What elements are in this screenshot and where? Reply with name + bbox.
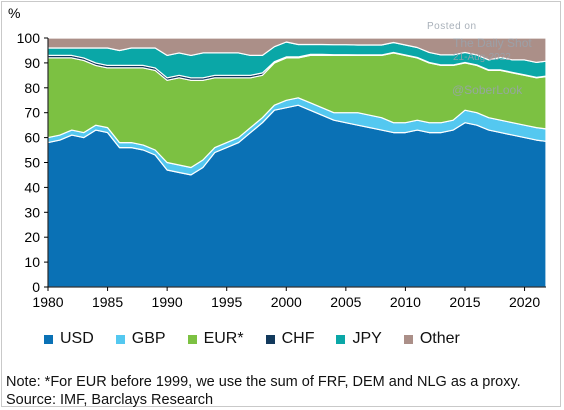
y-tick-label: 60 (24, 130, 40, 146)
y-tick-label: 70 (24, 105, 40, 121)
legend-item-usd: USD (44, 330, 94, 348)
y-tick-label: 40 (24, 179, 40, 195)
legend-label: USD (60, 330, 94, 347)
x-tick-label: 1995 (211, 294, 242, 310)
legend-swatch (187, 334, 197, 344)
legend-swatch (403, 334, 413, 344)
x-tick-label: 2000 (271, 294, 302, 310)
watermark-handle: @SoberLook (452, 83, 523, 97)
legend-item-chf: CHF (265, 330, 315, 348)
y-tick-label: 100 (17, 30, 41, 46)
x-tick-label: 1990 (152, 294, 183, 310)
note-text: Note: *For EUR before 1999, we use the s… (6, 374, 521, 390)
legend-item-jpy: JPY (336, 330, 382, 348)
x-tick-label: 2020 (509, 294, 540, 310)
y-tick-label: 20 (24, 229, 40, 245)
y-tick-label: 50 (24, 155, 40, 171)
legend-item-other: Other (403, 330, 460, 348)
legend-label: Other (419, 330, 460, 347)
legend-swatch (265, 334, 275, 344)
y-tick-label: 80 (24, 80, 40, 96)
legend-label: JPY (352, 330, 382, 347)
chart-legend: USD GBP EUR* CHF JPY Other (44, 330, 460, 348)
legend-item-gbp: GBP (115, 330, 166, 348)
y-tick-label: 10 (24, 254, 40, 270)
x-tick-label: 2005 (330, 294, 361, 310)
area-layer (47, 37, 547, 288)
legend-label: GBP (131, 330, 166, 347)
watermark-date: 21-Aug-2022 (453, 52, 511, 63)
watermark-brand: The Daily Shot (453, 36, 532, 50)
source-text: Source: IMF, Barclays Research (6, 392, 214, 408)
legend-label: EUR* (203, 330, 244, 347)
x-tick-label: 2010 (390, 294, 421, 310)
area-other (47, 37, 547, 63)
y-unit-label: % (8, 5, 20, 21)
x-tick-label: 1980 (32, 294, 63, 310)
legend-item-eur: EUR* (187, 330, 244, 348)
legend-swatch (44, 334, 53, 344)
legend-swatch (336, 334, 346, 344)
y-tick-label: 30 (24, 204, 40, 220)
axes: 0 10 20 30 40 50 60 70 80 90 100 1980 1985 1990 1995 20… (17, 30, 546, 310)
chart-footnote: Note: *For EUR before 1999, we use the s… (6, 373, 521, 409)
x-tick-label: 1985 (92, 294, 123, 310)
watermark-posted: Posted on (427, 21, 477, 32)
y-tick-label: 90 (24, 55, 40, 71)
legend-swatch (115, 334, 125, 344)
x-tick-label: 2015 (449, 294, 480, 310)
y-tick-label: 0 (32, 279, 40, 295)
legend-label: CHF (281, 330, 315, 347)
